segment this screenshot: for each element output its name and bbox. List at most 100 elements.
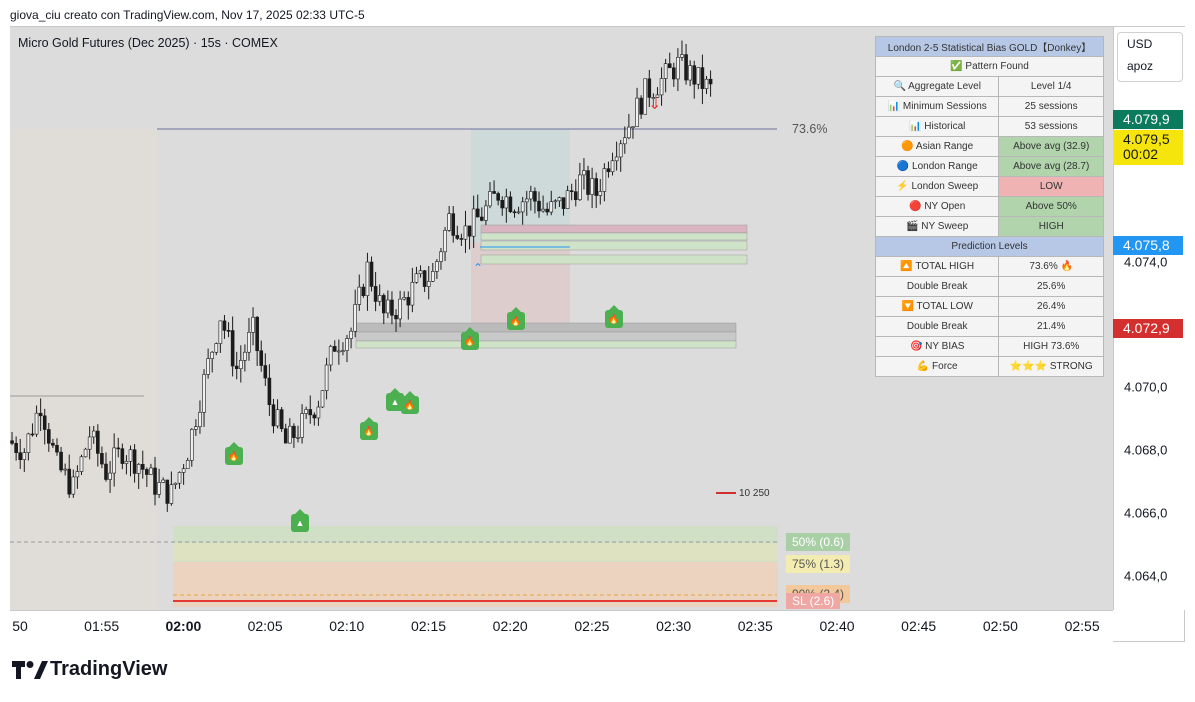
table-row: 📊 Minimum Sessions 25 sessions [874, 96, 1104, 117]
liquidity-zone [355, 340, 737, 349]
currency-selector[interactable]: USD apoz [1117, 32, 1183, 82]
candle-body [292, 425, 296, 438]
zone-label-50: 50% (0.6) [786, 533, 851, 551]
currency-code[interactable]: USD [1127, 37, 1153, 51]
price-label-blue: 4.075,8 [1113, 236, 1183, 255]
candle-body [79, 456, 84, 472]
candle-body [639, 97, 643, 115]
table-row: Double Break 21.4% [874, 316, 1104, 337]
candle-body [610, 160, 615, 173]
candle-body [455, 235, 460, 239]
zone-label-sl: SL (2.6) [786, 593, 841, 609]
candle-body [247, 332, 251, 353]
candle-body [189, 429, 194, 461]
candle-body [91, 430, 96, 438]
candle-body [140, 464, 145, 470]
candle-body [524, 198, 529, 203]
candle-body [353, 304, 357, 332]
signal-marker[interactable]: 🔥 [225, 442, 243, 465]
time-tick-label: 02:40 [819, 618, 855, 634]
candle-body [275, 409, 280, 427]
candle-body [680, 54, 684, 58]
signal-marker[interactable]: 🔥 [605, 305, 623, 328]
candle-body [157, 482, 161, 495]
candle-body [38, 412, 43, 417]
candle-body [659, 78, 664, 96]
candle-body [496, 193, 500, 201]
table-row: 📊 Historical 53 sessions [874, 116, 1104, 137]
time-tick-label: 02:25 [574, 618, 610, 634]
candle-body [484, 205, 488, 221]
candle-body [202, 374, 206, 413]
signal-marker[interactable]: 🔥 [401, 391, 419, 414]
candle-body [112, 447, 116, 474]
prediction-label: 🔼 TOTAL HIGH [874, 256, 1000, 277]
candle-body [672, 67, 676, 80]
stat-label: 📊 Historical [874, 116, 1000, 137]
table-row: 🔍 Aggregate Level Level 1/4 [874, 76, 1104, 97]
candle-body [394, 315, 398, 320]
table-row: 🔽 TOTAL LOW 26.4% [874, 296, 1104, 317]
candle-body [381, 295, 386, 314]
chart-title: Micro Gold Futures (Dec 2025) · 15s · CO… [18, 36, 278, 50]
table-row: 🎬 NY Sweep HIGH [874, 216, 1104, 237]
candle-body [598, 191, 603, 196]
candle-body [618, 143, 623, 158]
plot-canvas: ⇓⌃ [10, 40, 778, 610]
liquidity-zone [480, 240, 748, 251]
candle-body [430, 271, 435, 282]
candle-body [132, 449, 137, 474]
time-axis[interactable]: 50 01:55 02:00 02:05 02:10 02:15 02:20 02:25 02:… [10, 610, 1113, 642]
candle-body [234, 365, 239, 369]
table-row: Double Break 25.6% [874, 276, 1104, 297]
signal-marker[interactable]: 🔥 [360, 417, 378, 440]
candle-body [557, 197, 562, 202]
liquidity-zone [355, 331, 737, 342]
candle-body [704, 78, 709, 89]
signal-marker[interactable]: 🔥 [507, 307, 525, 330]
candle-body [533, 191, 537, 202]
candle-body [463, 225, 468, 240]
candle-body [586, 170, 590, 195]
signal-marker[interactable]: 🔥 [461, 327, 479, 350]
time-tick-label: 02:45 [901, 618, 937, 634]
candle-body [304, 409, 308, 414]
candle-body [30, 433, 35, 436]
candle-body [300, 413, 304, 438]
stat-value: Above 50% [998, 196, 1104, 217]
candle-body [128, 449, 133, 462]
candle-body [320, 390, 325, 408]
candle-body [667, 63, 672, 69]
currency-unit[interactable]: apoz [1127, 59, 1154, 73]
candle-body [627, 126, 631, 139]
price-label-red: 4.072,9 [1113, 319, 1183, 338]
stat-label: 🔍 Aggregate Level [874, 76, 1000, 97]
candle-body [492, 191, 496, 194]
candle-body [386, 299, 390, 314]
pattern-status: ✅ Pattern Found [875, 56, 1104, 77]
tp-zone-90 [173, 562, 778, 607]
candle-body [251, 316, 255, 333]
table-row: 🎯 NY BIAS HIGH 73.6% [874, 336, 1104, 357]
candle-body [108, 472, 112, 480]
candle-body [279, 409, 284, 429]
candle-body [684, 54, 688, 81]
prediction-label: 💪 Force [874, 356, 1000, 377]
candle-body [42, 415, 47, 430]
candle-body [696, 67, 701, 85]
tradingview-logo[interactable]: TradingView [12, 658, 167, 681]
candle-body [357, 286, 362, 305]
candle-body [67, 468, 72, 495]
candle-body [312, 414, 317, 419]
candle-body [243, 351, 247, 361]
candle-body [165, 479, 170, 504]
candle-body [218, 320, 223, 344]
signal-marker[interactable]: ▲ [291, 509, 309, 532]
candle-body [537, 200, 541, 212]
table-row: 🟠 Asian Range Above avg (32.9) [874, 136, 1104, 157]
signal-marker[interactable]: ▲ [386, 388, 404, 411]
legend-red-swatch [716, 492, 736, 495]
candle-body [263, 365, 268, 379]
candle-body [181, 468, 186, 473]
tp-zone-75 [173, 543, 778, 561]
